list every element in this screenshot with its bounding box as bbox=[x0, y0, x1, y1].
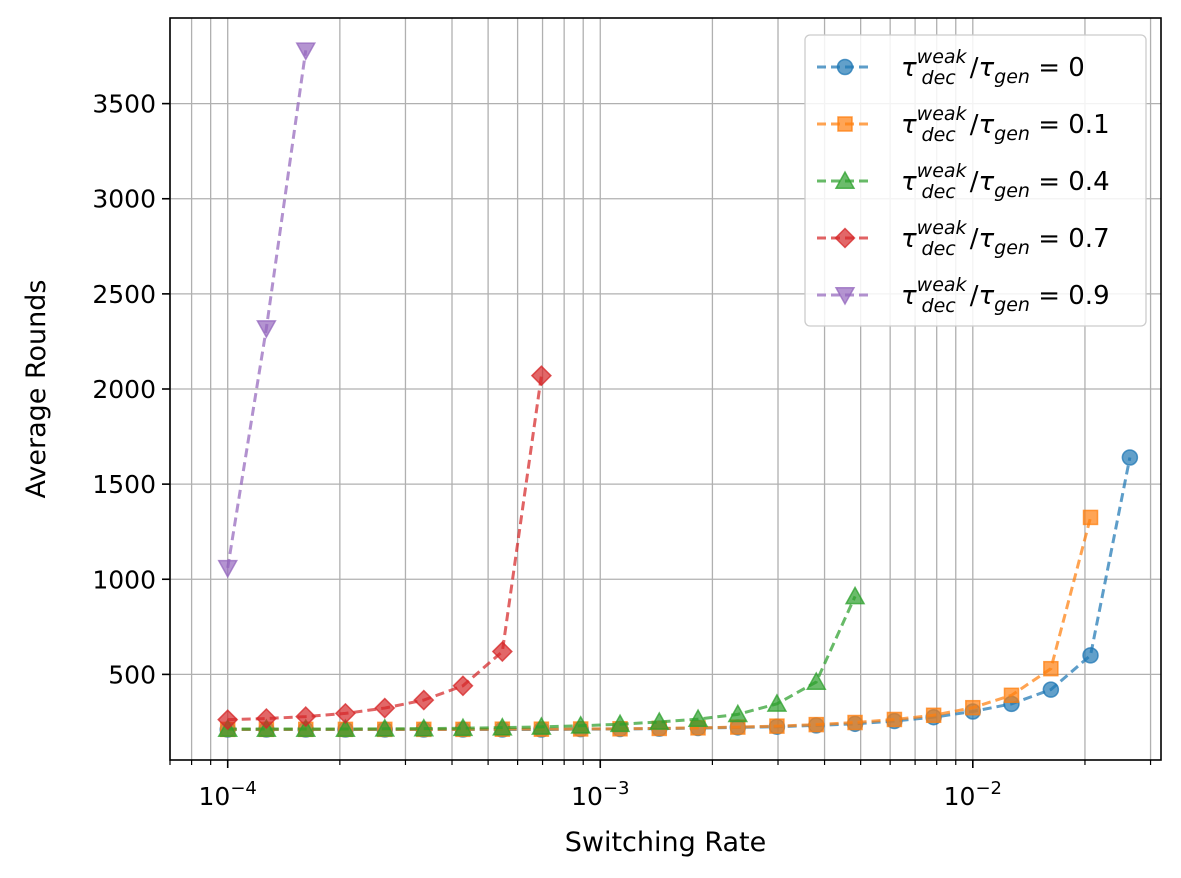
data-point bbox=[1003, 687, 1020, 704]
data-point bbox=[847, 714, 863, 731]
data-point bbox=[1121, 449, 1139, 466]
legend-label: τweak dec/τgen = 0.4 bbox=[901, 160, 1110, 203]
data-point bbox=[217, 559, 238, 579]
data-point bbox=[805, 671, 827, 690]
data-point bbox=[687, 708, 709, 728]
legend-box bbox=[804, 34, 1147, 327]
x-tick-label: 10−3 bbox=[571, 778, 629, 811]
y-axis-label: Average Rounds bbox=[21, 280, 52, 499]
x-axis-label: Switching Rate bbox=[565, 827, 767, 858]
series-line bbox=[227, 595, 857, 731]
data-point bbox=[886, 711, 903, 728]
data-point bbox=[295, 718, 317, 737]
legend-marker bbox=[834, 227, 856, 249]
data-point bbox=[570, 715, 591, 734]
series-0 bbox=[219, 449, 1139, 738]
data-point bbox=[295, 706, 317, 728]
data-point bbox=[334, 702, 356, 724]
data-point bbox=[374, 718, 396, 737]
data-point bbox=[413, 689, 435, 711]
data-point bbox=[1082, 647, 1099, 664]
series-line bbox=[226, 50, 308, 569]
legend-entry: τweak dec/τgen = 0.9 bbox=[817, 274, 1110, 317]
y-tick-label: 1500 bbox=[92, 470, 156, 499]
y-tick-label: 500 bbox=[108, 660, 156, 689]
data-point bbox=[648, 711, 670, 730]
series-line bbox=[227, 457, 1132, 732]
data-point bbox=[925, 707, 942, 724]
legend-entry: τweak dec/τgen = 0.4 bbox=[817, 160, 1110, 203]
legend-marker bbox=[836, 58, 854, 76]
data-point bbox=[808, 716, 825, 733]
data-point bbox=[413, 718, 435, 737]
data-point bbox=[492, 717, 513, 736]
axis-ticks: 10−4 10−3 10−2 500 1000 1500 2000 2500 3000 3500 bbox=[92, 90, 1152, 811]
series-layer bbox=[217, 42, 1139, 738]
data-point bbox=[256, 320, 277, 339]
data-point bbox=[727, 703, 749, 723]
legend-label: τweak dec/τgen = 0.9 bbox=[901, 274, 1110, 317]
legend-marker bbox=[834, 287, 856, 306]
series-1 bbox=[219, 509, 1099, 738]
data-point bbox=[217, 709, 239, 731]
y-tick-label: 3000 bbox=[92, 185, 156, 214]
data-point bbox=[335, 718, 356, 737]
legend-label: τweak dec/τgen = 0 bbox=[901, 46, 1085, 89]
y-tick-label: 2500 bbox=[92, 280, 156, 309]
series-3 bbox=[217, 365, 552, 731]
series-line bbox=[227, 375, 543, 722]
data-point bbox=[769, 718, 785, 734]
data-point bbox=[1042, 681, 1060, 698]
series-4 bbox=[217, 42, 317, 579]
data-point bbox=[844, 585, 866, 605]
data-point bbox=[965, 699, 981, 716]
data-point bbox=[255, 707, 277, 730]
data-point bbox=[530, 365, 552, 387]
legend-label: τweak dec/τgen = 0.1 bbox=[901, 103, 1110, 146]
series-2 bbox=[217, 585, 866, 737]
legend-marker bbox=[834, 170, 856, 189]
legend-entry: τweak dec/τgen = 0.1 bbox=[817, 103, 1110, 146]
legend-entry: τweak dec/τgen = 0.7 bbox=[817, 217, 1110, 260]
x-tick-label: 10−4 bbox=[199, 778, 257, 811]
legend-marker bbox=[837, 116, 853, 132]
data-point bbox=[766, 693, 788, 712]
data-point bbox=[452, 675, 474, 697]
data-point bbox=[609, 713, 631, 733]
data-point bbox=[374, 697, 396, 719]
series-line bbox=[227, 517, 1092, 731]
data-point bbox=[452, 717, 474, 737]
legend-entry: τweak dec/τgen = 0 bbox=[817, 46, 1085, 89]
legend: τweak dec/τgen = 0 τweak dec/τgen = 0.1 τwea… bbox=[804, 34, 1147, 327]
data-point bbox=[1043, 660, 1059, 677]
x-tick-label: 10−2 bbox=[944, 778, 1002, 811]
y-tick-label: 1000 bbox=[92, 565, 156, 594]
y-tick-label: 3500 bbox=[92, 90, 156, 119]
data-point bbox=[531, 716, 552, 735]
data-point bbox=[491, 640, 513, 663]
legend-label: τweak dec/τgen = 0.7 bbox=[901, 217, 1110, 260]
y-tick-label: 2000 bbox=[92, 375, 156, 404]
data-point bbox=[1082, 509, 1099, 526]
data-point bbox=[295, 42, 317, 61]
